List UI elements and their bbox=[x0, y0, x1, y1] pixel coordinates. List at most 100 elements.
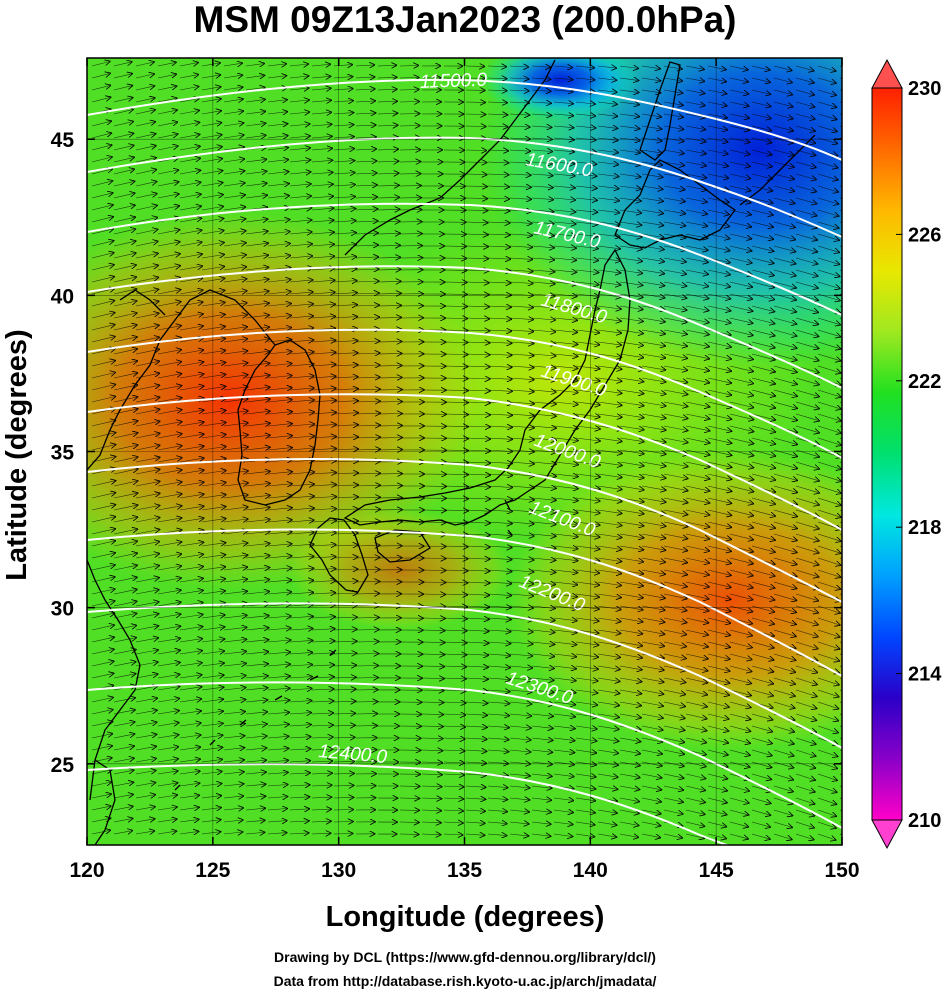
wind-vector bbox=[245, 135, 266, 138]
wind-vector bbox=[223, 183, 245, 186]
wind-vector bbox=[839, 281, 842, 283]
wind-vector bbox=[157, 86, 176, 91]
wind-vector bbox=[289, 292, 313, 294]
wind-vector bbox=[641, 198, 663, 201]
x-axis-label: Longitude (degrees) bbox=[326, 901, 605, 933]
wind-vector bbox=[839, 185, 842, 187]
wind-vector bbox=[597, 90, 617, 92]
wind-vector bbox=[289, 100, 309, 102]
wind-vector bbox=[355, 65, 374, 66]
wind-vector bbox=[817, 113, 837, 119]
wind-vector bbox=[201, 135, 222, 138]
wind-vector bbox=[817, 173, 838, 180]
wind-vector bbox=[597, 126, 617, 128]
wind-vector bbox=[839, 377, 842, 379]
wind-vector bbox=[333, 269, 356, 270]
wind-vector bbox=[113, 229, 135, 235]
wind-vector bbox=[201, 183, 223, 186]
wind-vector bbox=[509, 174, 531, 175]
wind-vector bbox=[223, 279, 246, 282]
wind-vector bbox=[91, 121, 111, 127]
wind-vector bbox=[113, 110, 133, 115]
wind-vector bbox=[333, 173, 355, 174]
wind-vector bbox=[223, 135, 244, 138]
wind-vector bbox=[663, 126, 683, 129]
wind-vector bbox=[91, 193, 113, 199]
wind-vector bbox=[641, 269, 664, 274]
wind-vector bbox=[839, 497, 842, 499]
y-tick-label: 45 bbox=[51, 129, 75, 152]
wind-vector bbox=[773, 161, 794, 167]
wind-vector bbox=[531, 270, 554, 272]
wind-vector bbox=[839, 233, 842, 235]
wind-vector bbox=[355, 161, 376, 162]
wind-vector bbox=[289, 136, 310, 138]
wind-vector bbox=[663, 281, 686, 286]
wind-vector bbox=[663, 150, 684, 153]
wind-vector bbox=[597, 150, 618, 153]
wind-vector bbox=[619, 66, 638, 68]
wind-vector bbox=[619, 222, 641, 225]
wind-vector bbox=[817, 269, 840, 276]
wind-vector bbox=[487, 186, 509, 187]
wind-vector bbox=[113, 145, 134, 151]
wind-vector bbox=[795, 113, 815, 119]
wind-vector bbox=[531, 90, 551, 91]
wind-vector bbox=[839, 149, 842, 151]
wind-vector bbox=[773, 281, 796, 288]
wind-vector bbox=[333, 113, 353, 114]
wind-vector bbox=[575, 114, 595, 116]
wind-vector bbox=[267, 292, 291, 295]
wind-vector bbox=[377, 173, 399, 174]
y-tick-label: 30 bbox=[51, 598, 74, 621]
wind-vector bbox=[377, 65, 396, 66]
wind-vector bbox=[377, 113, 397, 114]
wind-vector bbox=[333, 65, 352, 66]
wind-vector bbox=[751, 113, 771, 118]
wind-vector bbox=[751, 161, 772, 167]
wind-vector-field bbox=[91, 62, 842, 841]
wind-vector bbox=[839, 737, 842, 740]
wind-vector bbox=[553, 222, 576, 224]
wind-vector bbox=[663, 197, 685, 202]
wind-vector bbox=[641, 78, 660, 81]
wind-vector bbox=[223, 291, 247, 294]
colorbar-tick-label: 226 bbox=[908, 224, 941, 246]
wind-vector bbox=[839, 269, 842, 271]
wind-vector bbox=[685, 102, 705, 106]
wind-vector bbox=[575, 270, 598, 273]
wind-vector bbox=[839, 521, 842, 523]
wind-vector bbox=[201, 290, 225, 295]
wind-vector bbox=[355, 113, 375, 114]
wind-vector bbox=[355, 125, 376, 126]
wind-vector bbox=[619, 282, 642, 285]
wind-vector bbox=[157, 242, 180, 247]
wind-vector bbox=[487, 258, 510, 259]
wind-vector bbox=[839, 449, 842, 451]
wind-vector bbox=[817, 77, 836, 83]
wind-vector bbox=[795, 221, 817, 228]
wind-vector bbox=[113, 289, 136, 295]
wind-vector bbox=[575, 174, 597, 176]
wind-vector bbox=[729, 209, 751, 215]
wind-vector bbox=[267, 280, 291, 283]
wind-vector bbox=[597, 210, 619, 213]
wind-vector bbox=[223, 159, 244, 162]
wind-vector bbox=[839, 389, 842, 391]
wind-vector bbox=[113, 122, 133, 127]
wind-vector bbox=[399, 126, 420, 127]
wind-vector bbox=[311, 172, 333, 174]
wind-vector bbox=[91, 62, 110, 67]
wind-vector bbox=[619, 174, 640, 177]
wind-vector bbox=[531, 198, 553, 200]
wind-vector bbox=[311, 232, 334, 234]
wind-vector bbox=[839, 161, 842, 163]
wind-vector bbox=[465, 282, 489, 283]
wind-vector bbox=[333, 257, 356, 258]
wind-vector bbox=[311, 196, 333, 198]
wind-vector bbox=[91, 145, 112, 151]
wind-vector bbox=[751, 125, 771, 131]
wind-vector bbox=[773, 125, 793, 131]
wind-vector bbox=[751, 173, 772, 179]
wind-vector bbox=[223, 243, 246, 246]
